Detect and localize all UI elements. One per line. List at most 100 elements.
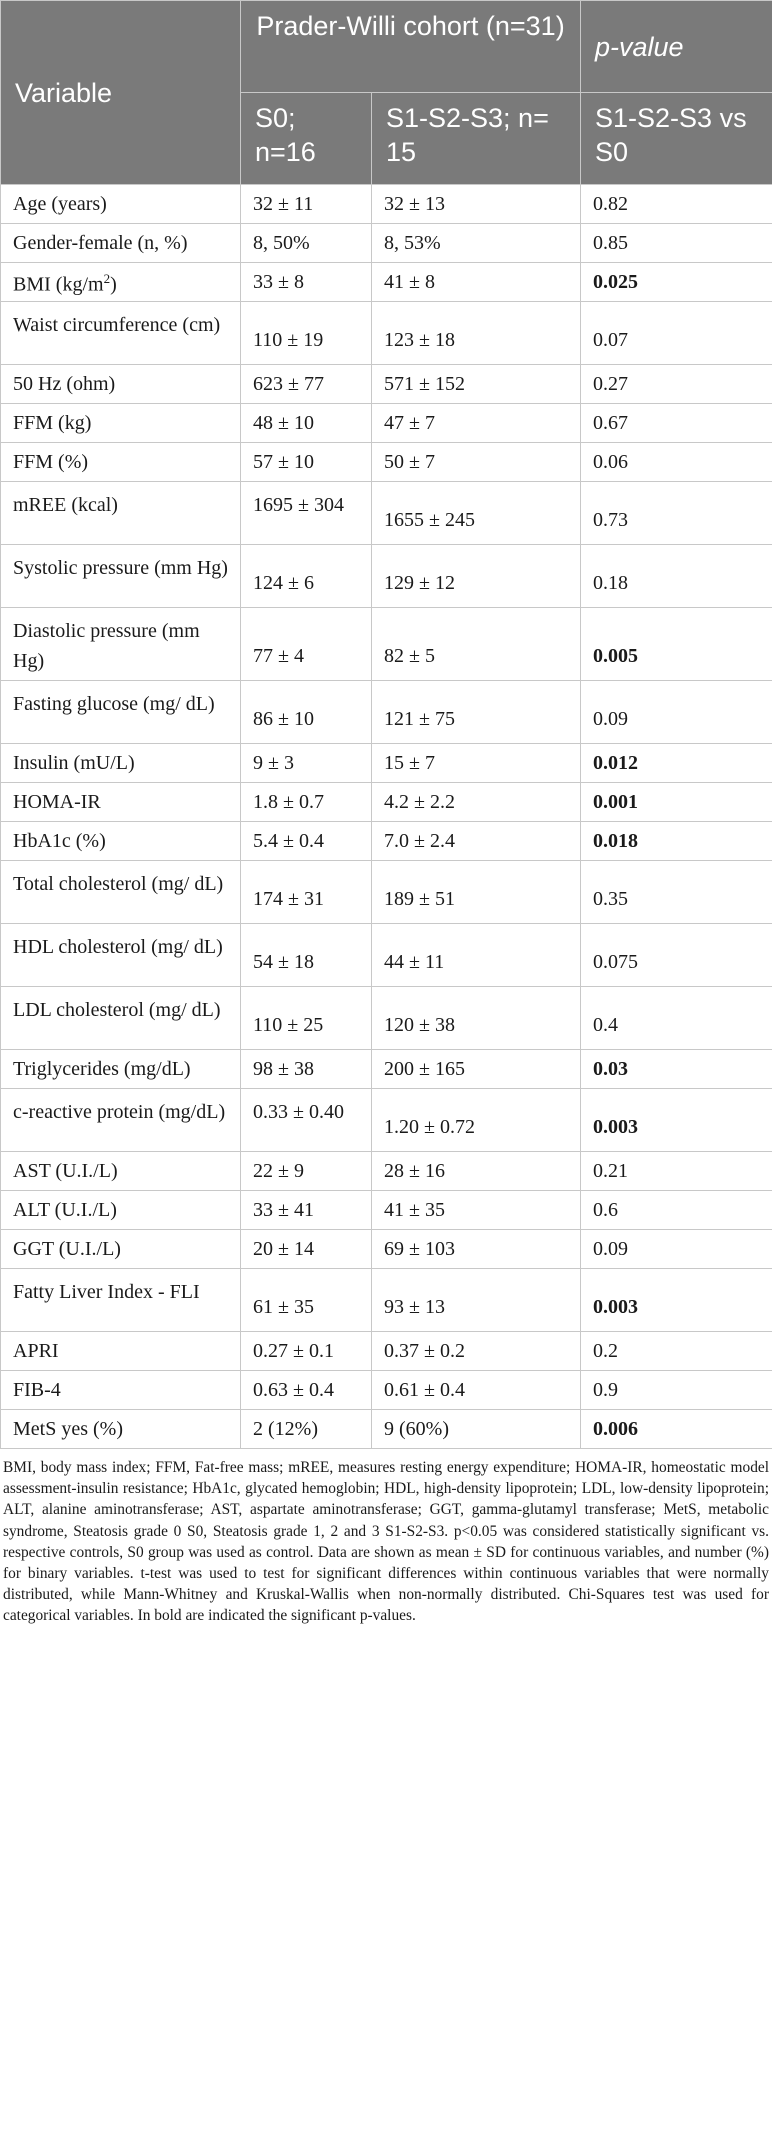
cell-s123: 15 ± 7: [370, 743, 582, 783]
cell-variable: GGT (U.I./L): [0, 1229, 241, 1269]
cell-variable: Fatty Liver Index - FLI: [0, 1268, 241, 1332]
cell-s123: 129 ± 12: [370, 544, 582, 608]
table-row: Systolic pressure (mm Hg) 124 ± 6 129 ± 12…: [0, 544, 772, 608]
cell-variable: Gender-female (n, %): [0, 223, 241, 263]
cell-s0: 9 ± 3: [240, 743, 372, 783]
cell-pvalue: 0.005: [580, 607, 772, 681]
cell-pvalue: 0.07: [580, 301, 772, 365]
table-row: c-reactive protein (mg/dL) 0.33 ± 0.40 1.2…: [0, 1088, 772, 1152]
cell-pvalue: 0.025: [580, 262, 772, 302]
table-row: FIB-4 0.63 ± 0.4 0.61 ± 0.4 0.9: [0, 1370, 772, 1410]
cell-s0: 0.63 ± 0.4: [240, 1370, 372, 1410]
cell-variable: c-reactive protein (mg/dL): [0, 1088, 241, 1152]
table-row: Fatty Liver Index - FLI 61 ± 35 93 ± 13 0.0…: [0, 1268, 772, 1332]
cell-s0: 33 ± 8: [240, 262, 372, 302]
table-row: ALT (U.I./L) 33 ± 41 41 ± 35 0.6: [0, 1190, 772, 1230]
cell-s0: 124 ± 6: [240, 544, 372, 608]
cell-variable: Total cholesterol (mg/ dL): [0, 860, 241, 924]
cell-s123: 9 (60%): [370, 1409, 582, 1449]
cell-variable: HOMA-IR: [0, 782, 241, 822]
cell-s123: 4.2 ± 2.2: [370, 782, 582, 822]
table-row: 50 Hz (ohm) 623 ± 77 571 ± 152 0.27: [0, 364, 772, 404]
table-header: Variable Prader-Willi cohort (n=31) p-va…: [0, 0, 772, 185]
table-row: Age (years) 32 ± 11 32 ± 13 0.82: [0, 184, 772, 224]
cell-s0: 33 ± 41: [240, 1190, 372, 1230]
cell-pvalue: 0.001: [580, 782, 772, 822]
cell-s0: 174 ± 31: [240, 860, 372, 924]
cell-pvalue: 0.35: [580, 860, 772, 924]
cell-s123: 1.20 ± 0.72: [370, 1088, 582, 1152]
cell-s123: 28 ± 16: [370, 1151, 582, 1191]
cell-pvalue: 0.18: [580, 544, 772, 608]
cell-pvalue: 0.4: [580, 986, 772, 1050]
cell-s0: 0.33 ± 0.40: [240, 1088, 372, 1152]
cell-pvalue: 0.018: [580, 821, 772, 861]
cell-pvalue: 0.06: [580, 442, 772, 482]
cell-pvalue: 0.09: [580, 680, 772, 744]
table-row: LDL cholesterol (mg/ dL) 110 ± 25 120 ± 38…: [0, 986, 772, 1050]
cell-variable: Insulin (mU/L): [0, 743, 241, 783]
cell-variable: Age (years): [0, 184, 241, 224]
cell-s0: 86 ± 10: [240, 680, 372, 744]
cell-s123: 41 ± 8: [370, 262, 582, 302]
cell-s0: 61 ± 35: [240, 1268, 372, 1332]
cell-s0: 98 ± 38: [240, 1049, 372, 1089]
cell-s0: 1695 ± 304: [240, 481, 372, 545]
table-row: MetS yes (%) 2 (12%) 9 (60%) 0.006: [0, 1409, 772, 1449]
cell-variable: Waist circumference (cm): [0, 301, 241, 365]
header-s0: S0; n=16: [240, 92, 372, 185]
cell-variable: mREE (kcal): [0, 481, 241, 545]
cell-s0: 54 ± 18: [240, 923, 372, 987]
cell-pvalue: 0.27: [580, 364, 772, 404]
cell-pvalue: 0.012: [580, 743, 772, 783]
table-row: Gender-female (n, %) 8, 50% 8, 53% 0.85: [0, 223, 772, 263]
cell-variable: Diastolic pressure (mm Hg): [0, 607, 241, 681]
cell-variable: LDL cholesterol (mg/ dL): [0, 986, 241, 1050]
cell-variable: APRI: [0, 1331, 241, 1371]
cell-pvalue: 0.73: [580, 481, 772, 545]
cell-s123: 32 ± 13: [370, 184, 582, 224]
cell-pvalue: 0.003: [580, 1268, 772, 1332]
cell-variable: Fasting glucose (mg/ dL): [0, 680, 241, 744]
header-variable: Variable: [0, 0, 241, 185]
header-cohort: Prader-Willi cohort (n=31): [239, 0, 582, 93]
cell-s123: 200 ± 165: [370, 1049, 582, 1089]
cell-s123: 41 ± 35: [370, 1190, 582, 1230]
table-row: APRI 0.27 ± 0.1 0.37 ± 0.2 0.2: [0, 1331, 772, 1371]
table-footnote: BMI, body mass index; FFM, Fat-free mass…: [3, 1459, 769, 1625]
table-row: Waist circumference (cm) 110 ± 19 123 ± 18…: [0, 301, 772, 365]
cell-s123: 1655 ± 245: [370, 481, 582, 545]
table-row: Fasting glucose (mg/ dL) 86 ± 10 121 ± 75 0…: [0, 680, 772, 744]
cell-pvalue: 0.006: [580, 1409, 772, 1449]
table-row: HbA1c (%) 5.4 ± 0.4 7.0 ± 2.4 0.018: [0, 821, 772, 861]
cell-s123: 120 ± 38: [370, 986, 582, 1050]
table-row: HOMA-IR 1.8 ± 0.7 4.2 ± 2.2 0.001: [0, 782, 772, 822]
cell-pvalue: 0.85: [580, 223, 772, 263]
cell-s0: 5.4 ± 0.4: [240, 821, 372, 861]
table-row: HDL cholesterol (mg/ dL) 54 ± 18 44 ± 11 0.…: [0, 923, 772, 987]
cell-s0: 623 ± 77: [240, 364, 372, 404]
cell-pvalue: 0.075: [580, 923, 772, 987]
table-row: Insulin (mU/L) 9 ± 3 15 ± 7 0.012: [0, 743, 772, 783]
cell-s123: 8, 53%: [370, 223, 582, 263]
cell-s123: 7.0 ± 2.4: [370, 821, 582, 861]
cell-pvalue: 0.09: [580, 1229, 772, 1269]
cell-s0: 22 ± 9: [240, 1151, 372, 1191]
cell-s123: 0.37 ± 0.2: [370, 1331, 582, 1371]
cell-s123: 571 ± 152: [370, 364, 582, 404]
cell-s0: 1.8 ± 0.7: [240, 782, 372, 822]
cell-s0: 20 ± 14: [240, 1229, 372, 1269]
cell-variable: FFM (kg): [0, 403, 241, 443]
cell-s0: 0.27 ± 0.1: [240, 1331, 372, 1371]
cell-pvalue: 0.03: [580, 1049, 772, 1089]
cell-s123: 0.61 ± 0.4: [370, 1370, 582, 1410]
cell-pvalue: 0.2: [580, 1331, 772, 1371]
cell-variable: Systolic pressure (mm Hg): [0, 544, 241, 608]
cell-pvalue: 0.82: [580, 184, 772, 224]
cell-s0: 48 ± 10: [240, 403, 372, 443]
cell-pvalue: 0.9: [580, 1370, 772, 1410]
table-row: FFM (kg) 48 ± 10 47 ± 7 0.67: [0, 403, 772, 443]
cell-s0: 32 ± 11: [240, 184, 372, 224]
cell-variable: BMI (kg/m2): [0, 262, 241, 302]
cell-s123: 47 ± 7: [370, 403, 582, 443]
